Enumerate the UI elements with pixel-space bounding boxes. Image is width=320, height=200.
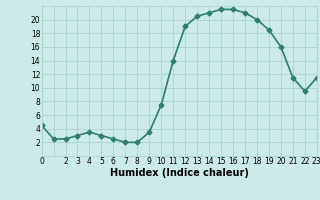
X-axis label: Humidex (Indice chaleur): Humidex (Indice chaleur) xyxy=(110,168,249,178)
